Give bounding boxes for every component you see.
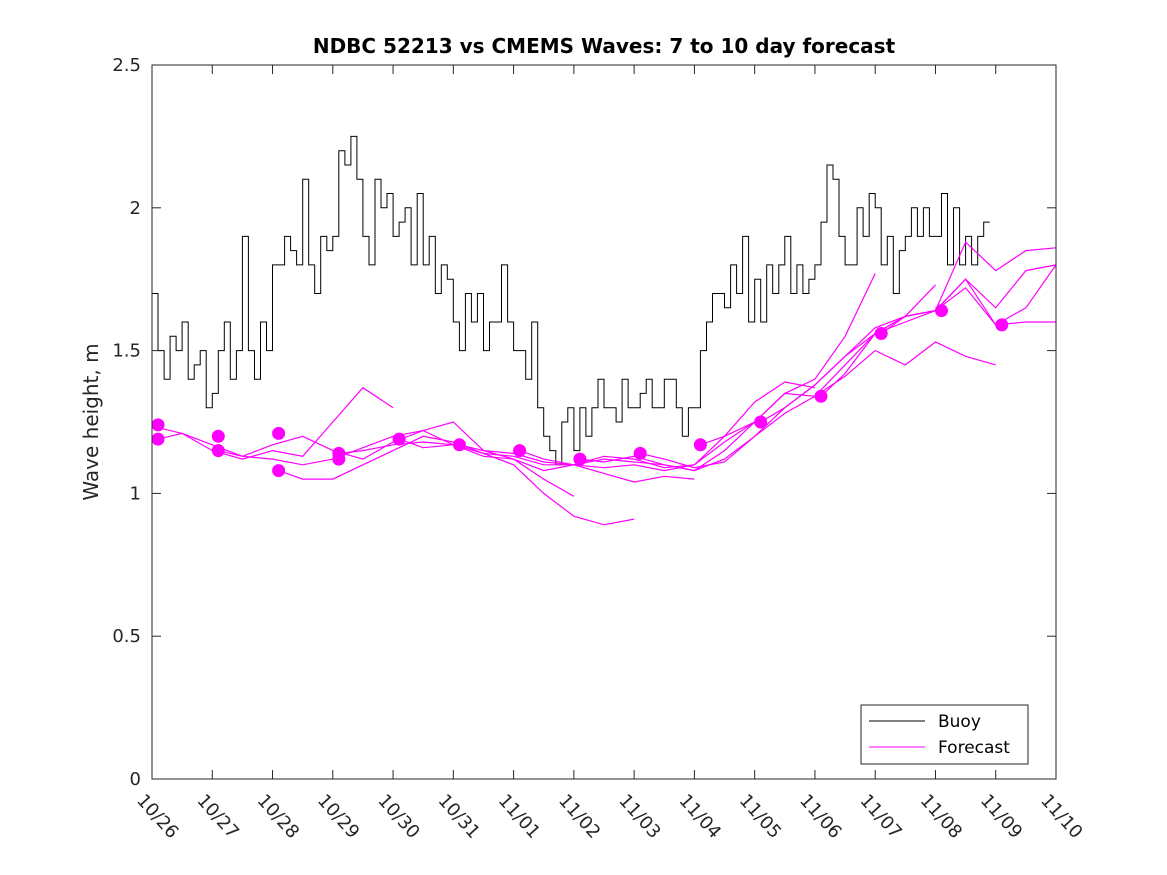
buoy-line bbox=[152, 135, 990, 466]
forecast-marker bbox=[332, 452, 346, 466]
forecast-line-3 bbox=[278, 435, 635, 526]
forecast-marker bbox=[935, 304, 948, 318]
forecast-marker bbox=[693, 438, 707, 452]
forecast-marker bbox=[995, 318, 1009, 332]
y-tick-label: 1 bbox=[130, 483, 141, 504]
forecast-marker bbox=[513, 444, 527, 458]
legend: Buoy Forecast bbox=[860, 704, 1029, 765]
forecast-marker bbox=[452, 438, 466, 452]
plot-area bbox=[152, 65, 1056, 779]
forecast-marker bbox=[272, 426, 286, 440]
legend-label-buoy: Buoy bbox=[938, 712, 981, 732]
y-tick-labels: 0 0.5 1 1.5 2 2.5 bbox=[112, 55, 141, 790]
forecast-marker bbox=[814, 389, 828, 403]
forecast-line-13 bbox=[880, 264, 1057, 334]
y-tick-label: 2.5 bbox=[112, 55, 141, 76]
forecast-marker bbox=[211, 444, 225, 458]
legend-label-forecast: Forecast bbox=[938, 738, 1010, 758]
forecast-line-4 bbox=[338, 441, 695, 483]
forecast-marker bbox=[151, 432, 165, 446]
forecast-marker bbox=[392, 432, 406, 446]
y-axis-label: Wave height, m bbox=[79, 343, 103, 500]
forecast-marker bbox=[151, 418, 165, 432]
chart-title: NDBC 52213 vs CMEMS Waves: 7 to 10 day f… bbox=[313, 34, 896, 58]
forecast-marker bbox=[633, 446, 647, 460]
forecast-marker bbox=[573, 452, 587, 466]
legend-box bbox=[860, 704, 1029, 765]
forecast-line-7 bbox=[519, 273, 876, 469]
buoy-series-layer bbox=[152, 135, 990, 466]
forecast-marker bbox=[874, 327, 888, 340]
y-tick-label: 2 bbox=[130, 198, 141, 219]
forecast-marker bbox=[211, 429, 225, 443]
y-tick-label: 0.5 bbox=[112, 626, 141, 647]
y-tick-label: 0 bbox=[130, 769, 141, 790]
forecast-marker-layer bbox=[151, 304, 1009, 478]
axis-ticks bbox=[151, 64, 1057, 780]
forecast-marker bbox=[272, 464, 286, 478]
forecast-line-6 bbox=[459, 381, 816, 472]
forecast-line-0 bbox=[157, 386, 394, 460]
y-tick-label: 1.5 bbox=[112, 341, 141, 362]
forecast-marker bbox=[754, 415, 768, 429]
plot-frame bbox=[151, 64, 1057, 780]
